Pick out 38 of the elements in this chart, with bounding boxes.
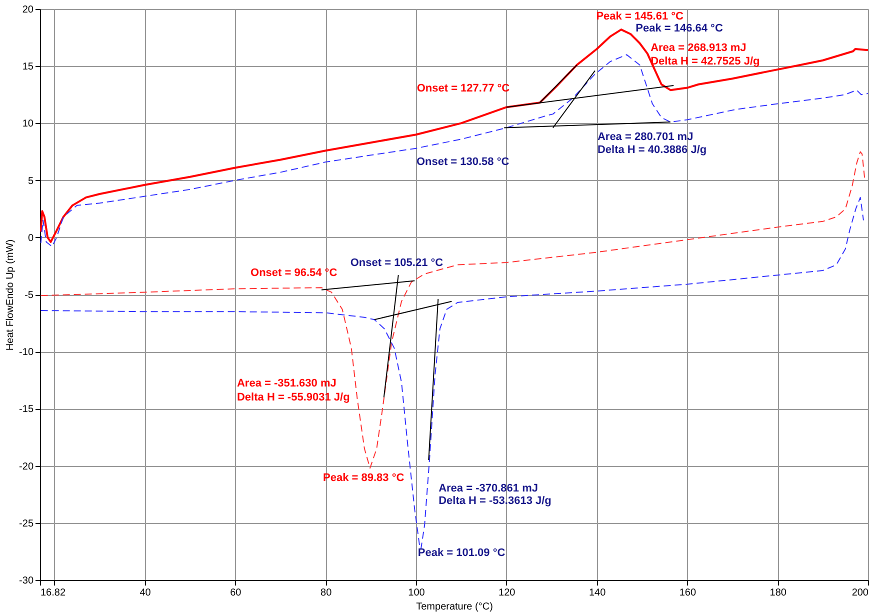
y-tick-label: 20 xyxy=(22,4,34,16)
x-tick-label: 100 xyxy=(408,588,426,598)
x-axis-title: Temperature (°C) xyxy=(416,602,493,612)
y-tick-label: 5 xyxy=(28,176,34,187)
annotation: Delta H = 40.3886 J/g xyxy=(597,144,707,156)
annotation: Onset = 96.54 °C xyxy=(250,266,338,279)
annotation: Area = -351.630 mJ xyxy=(236,378,336,390)
x-tick-label: 140 xyxy=(588,588,606,598)
annotation: Peak = 146.64 °C xyxy=(636,22,723,35)
y-tick-label: 0 xyxy=(28,232,34,244)
annotation: Onset = 127.77 °C xyxy=(416,82,510,95)
annotation: Peak = 145.61 °C xyxy=(596,10,684,23)
annotation: Area = 280.701 mJ xyxy=(597,131,694,144)
y-tick-label: -5 xyxy=(24,290,34,301)
y-tick-label: 15 xyxy=(22,62,34,73)
annotation: Delta H = -53.3613 J/g xyxy=(438,495,552,508)
y-tick-label: -25 xyxy=(19,518,34,530)
y-axis-title: Heat FlowEndo Up (mW) xyxy=(5,239,16,351)
annotation: Area = 268.913 mJ xyxy=(650,42,746,54)
annotation: Area = -370.861 mJ xyxy=(438,482,538,495)
annotation: Peak = 101.09 °C xyxy=(418,547,506,560)
x-tick-label: 180 xyxy=(770,588,787,598)
x-tick-label: 160 xyxy=(679,588,696,598)
x-tick-label: 16.82 xyxy=(40,588,66,598)
y-tick-label: -20 xyxy=(19,461,34,472)
annotation: Onset = 130.58 °C xyxy=(416,156,510,168)
x-tick-label: 120 xyxy=(498,588,516,598)
y-tick-label: -30 xyxy=(19,576,34,586)
x-tick-label: 80 xyxy=(320,588,332,598)
x-tick-label: 60 xyxy=(230,588,242,598)
y-tick-label: -10 xyxy=(19,347,34,358)
x-tick-label: 200 xyxy=(852,588,869,598)
y-tick-label: -15 xyxy=(19,404,34,416)
y-tick-label: 10 xyxy=(22,118,34,130)
annotation: Onset = 105.21 °C xyxy=(350,257,444,270)
annotation: Delta H = -55.9031 J/g xyxy=(236,391,350,404)
x-tick-label: 40 xyxy=(140,588,152,598)
annotation: Peak = 89.83 °C xyxy=(323,472,404,484)
